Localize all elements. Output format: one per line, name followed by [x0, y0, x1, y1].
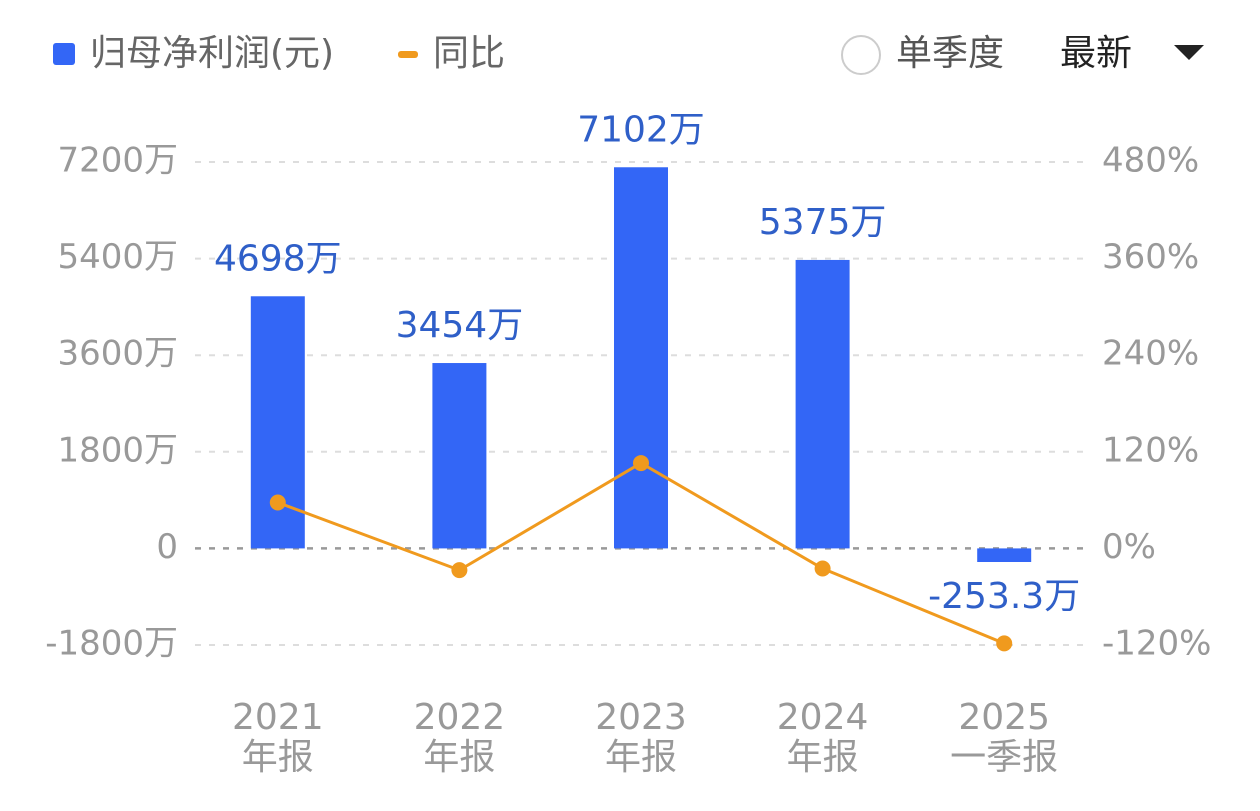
bar: [795, 259, 850, 549]
y2-tick-label: -120%: [1102, 624, 1211, 664]
dropdown-label[interactable]: 最新: [1060, 33, 1132, 74]
legend-bar-label: 归母净利润(元): [90, 33, 334, 74]
y-tick-label: 5400万: [57, 237, 178, 277]
dropdown[interactable]: 最新: [1060, 33, 1204, 74]
y-tick-label: 0: [156, 527, 178, 567]
bar: [432, 363, 487, 549]
dropdown-arrow[interactable]: [1174, 45, 1204, 60]
x-tick-label: 2025 一季报: [950, 697, 1059, 778]
y2-tick-label: 120%: [1102, 430, 1199, 470]
value-label: -253.3万: [928, 576, 1080, 617]
x-tick-label: 2023 年报: [595, 697, 687, 778]
legend-line-label: 同比: [433, 33, 505, 74]
line-point: [996, 635, 1013, 652]
legend-line-swatch: [398, 51, 418, 58]
value-label: 3454万: [396, 305, 524, 346]
y-tick-label: 1800万: [57, 430, 178, 470]
line-point: [269, 494, 286, 511]
y-tick-label: -1800万: [45, 624, 178, 664]
value-label: 7102万: [577, 109, 705, 150]
y-tick-label: 7200万: [57, 141, 178, 181]
line-point: [633, 455, 649, 472]
x-tick-label: 2022 年报: [413, 697, 506, 778]
line-point: [451, 562, 468, 579]
bar: [977, 548, 1032, 562]
x-tick-label: 2021 年报: [231, 697, 324, 778]
value-label: 4698万: [214, 238, 342, 279]
toggle[interactable]: 单季度: [841, 33, 1004, 75]
y2-tick-label: 360%: [1102, 237, 1199, 277]
bar: [614, 167, 668, 549]
radio[interactable]: [841, 35, 881, 75]
x-tick-label: 2024 年报: [776, 697, 869, 778]
y2-tick-label: 240%: [1102, 334, 1199, 374]
y2-tick-label: 0%: [1102, 527, 1156, 567]
line-point: [814, 560, 831, 577]
legend-bar-swatch: [53, 43, 75, 65]
y-tick-label: 3600万: [57, 334, 178, 374]
y2-tick-label: 480%: [1102, 141, 1199, 181]
toggle-label[interactable]: 单季度: [896, 33, 1004, 74]
value-label: 5375万: [759, 202, 887, 243]
